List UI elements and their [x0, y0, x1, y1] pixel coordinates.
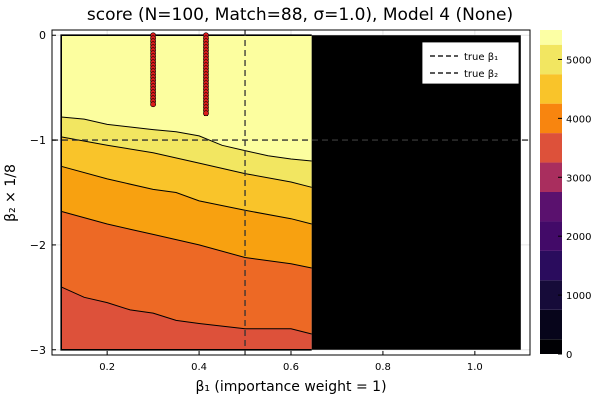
colorbar-band	[540, 192, 562, 222]
legend-box	[421, 41, 520, 85]
y-tick-label: −1	[30, 134, 46, 147]
data-region-border	[60, 34, 312, 351]
colorbar-band	[540, 44, 562, 75]
colorbar-band	[540, 221, 562, 251]
colorbar-band	[540, 250, 562, 281]
contour-line	[61, 116, 312, 162]
chart-title: score (N=100, Match=88, σ=1.0), Model 4 …	[87, 5, 513, 25]
lollipop-marker	[203, 110, 209, 117]
reference-lines	[52, 30, 530, 355]
contour-line	[61, 210, 312, 269]
colorbar-band	[540, 309, 562, 340]
contour-band	[61, 211, 312, 334]
colorbar-tick-label: 0	[566, 350, 572, 361]
colorbar-band	[540, 74, 562, 104]
colorbar-ticks: 0 1000 2000 3000 4000 5000	[558, 55, 591, 361]
colorbar-tick-label: 3000	[566, 173, 591, 184]
contour-line	[60, 286, 312, 335]
contour-band	[61, 166, 312, 268]
colorbar-tick-label: 4000	[566, 114, 591, 125]
contour-band	[61, 136, 312, 224]
y-tick-label: −3	[30, 344, 46, 357]
x-tick-label: 0.8	[375, 362, 391, 373]
lollipop-markers	[150, 32, 209, 117]
contour-fills	[61, 35, 521, 350]
x-tick-label: 0.2	[99, 362, 115, 373]
colorbar-tick-label: 1000	[566, 291, 591, 302]
colorbar-band	[540, 30, 562, 45]
legend-label-true-b2: true β₂	[464, 69, 498, 80]
contour-line	[61, 165, 312, 225]
colorbar-band	[540, 162, 562, 192]
legend-label-true-b1: true β₁	[464, 52, 498, 63]
x-tick-label: 0.4	[191, 362, 207, 373]
legend: true β₁ true β₂	[421, 41, 520, 85]
contour-line	[61, 136, 312, 188]
colorbar-band	[540, 133, 562, 163]
x-axis-ticks: 0.2 0.4 0.6 0.8 1.0	[99, 351, 483, 373]
colorbar-band	[540, 280, 562, 310]
lollipop-marker	[150, 101, 157, 108]
y-tick-label: 0	[39, 29, 46, 42]
colorbar-tick-label: 5000	[566, 55, 591, 66]
contour-band	[61, 35, 312, 162]
colorbar-band	[540, 103, 562, 134]
colorbar	[540, 30, 562, 354]
colorbar-tick-label: 2000	[566, 232, 591, 243]
x-axis-label: β₁ (importance weight = 1)	[195, 379, 386, 395]
contour-lines	[60, 34, 312, 351]
y-tick-label: −2	[30, 239, 46, 252]
y-axis-label: β₂ × 1/8	[3, 164, 19, 222]
x-tick-label: 0.6	[283, 362, 299, 373]
y-axis-ticks: 0 −1 −2 −3	[30, 29, 56, 357]
colorbar-band	[540, 339, 562, 354]
contour-band	[61, 117, 312, 188]
contour-band	[61, 286, 312, 350]
invalid-region	[311, 35, 521, 350]
x-tick-label: 1.0	[467, 362, 483, 373]
